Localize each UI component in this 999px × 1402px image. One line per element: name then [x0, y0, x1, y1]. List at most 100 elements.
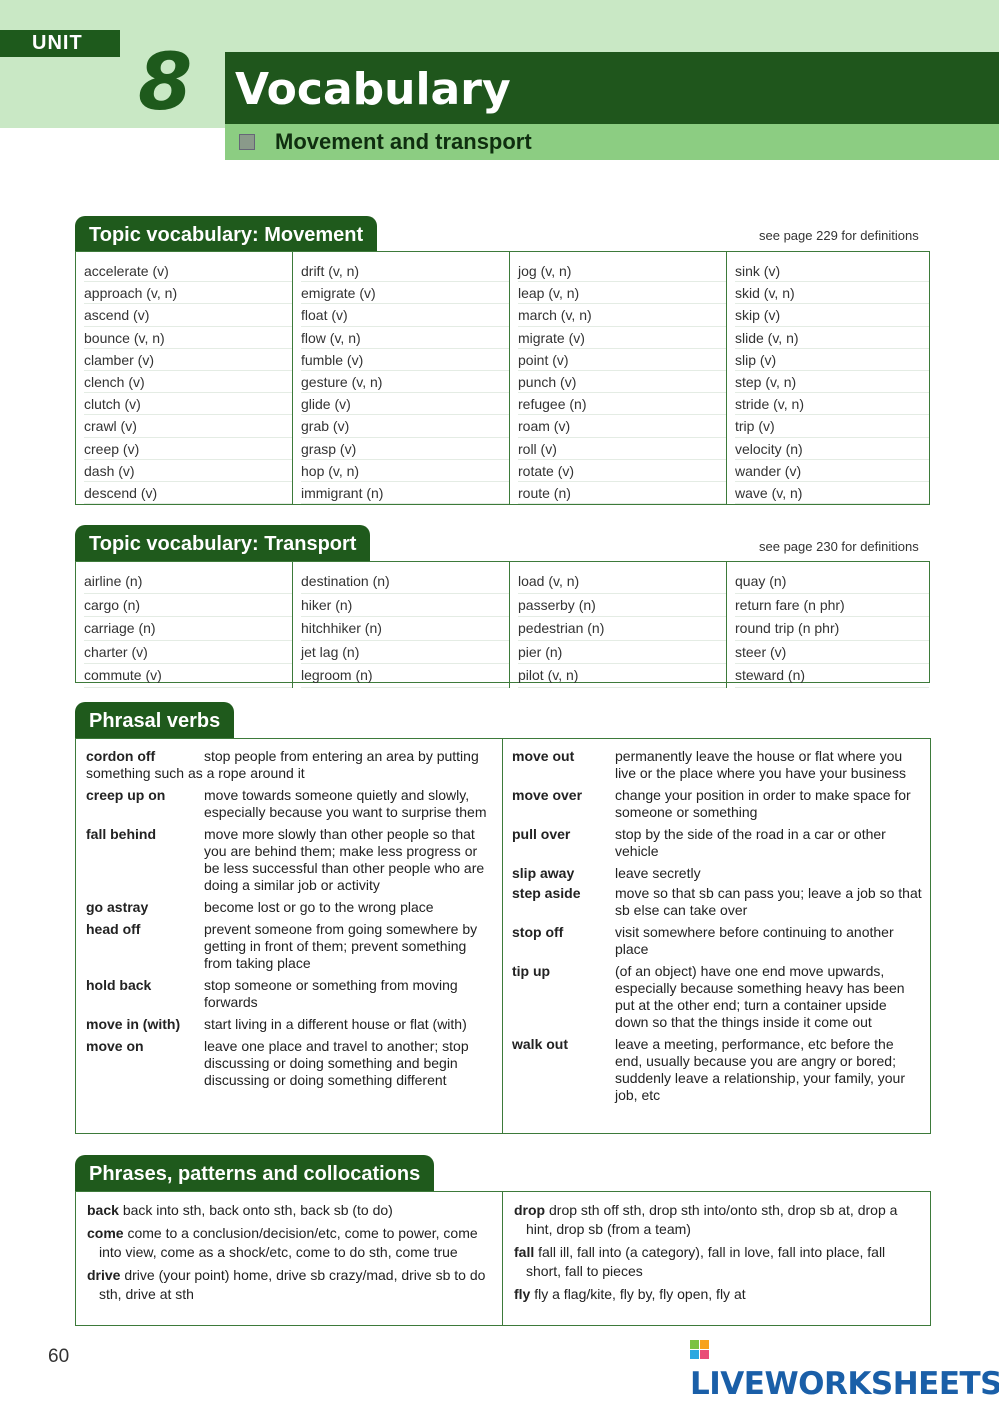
word-item: route (n) — [518, 482, 726, 505]
word-item: clench (v) — [84, 371, 292, 394]
phrasal-verb-term: head off — [86, 921, 141, 937]
word-item: slide (v, n) — [735, 327, 929, 349]
word-item: quay (n) — [735, 570, 929, 594]
word-item: hitchhiker (n) — [301, 617, 509, 641]
phrasal-verb-term: pull over — [512, 826, 571, 842]
phrasal-verb-term: tip up — [512, 963, 551, 979]
word-item: commute (v) — [84, 664, 292, 688]
word-item: creep (v) — [84, 438, 292, 460]
transport-heading: Topic vocabulary: Transport — [75, 525, 371, 561]
phrasal-verb-term: fall behind — [86, 826, 156, 842]
phrasal-verb-definition: permanently leave the house or flat wher… — [615, 748, 907, 781]
square-bullet-icon — [239, 134, 255, 150]
phrasal-verb-entry: pull over stop by the side of the road in… — [512, 826, 922, 860]
phrasal-verb-definition: move towards someone quietly and slowly,… — [204, 787, 487, 820]
word-item: grasp (v) — [301, 438, 509, 460]
word-item: destination (n) — [301, 570, 509, 594]
word-item: stride (v, n) — [735, 393, 929, 416]
phrasal-verb-term: step aside — [512, 885, 581, 901]
collocation-text: back into sth, back onto sth, back sb (t… — [122, 1202, 393, 1218]
word-item: pilot (v, n) — [518, 664, 726, 688]
phrasal-verb-definition: leave a meeting, performance, etc before… — [615, 1036, 906, 1103]
word-item: cargo (n) — [84, 594, 292, 617]
word-item: skip (v) — [735, 304, 929, 327]
phrasal-verb-term: stop off — [512, 924, 564, 940]
word-item: airline (n) — [84, 570, 292, 594]
phrasal-verb-entry: tip up (of an object) have one end move u… — [512, 963, 922, 1031]
phrasal-verb-definition: start living in a different house or fla… — [204, 1016, 467, 1032]
word-column: airline (n) cargo (n) carriage (n) charter … — [76, 562, 293, 688]
phrasal-verb-entry: creep up on move towards someone quietly … — [86, 787, 496, 821]
phrasal-verb-entry: cordon off stop people from entering an a… — [86, 748, 496, 782]
word-column: destination (n) hiker (n) hitchhiker (n) je… — [293, 562, 510, 688]
word-item: hop (v, n) — [301, 460, 509, 482]
word-column: quay (n) return fare (n phr) round trip (n… — [727, 562, 929, 688]
phrasal-verb-term: slip away — [512, 865, 575, 881]
collocation-text: fly a flag/kite, fly by, fly open, fly a… — [534, 1286, 746, 1302]
word-item: point (v) — [518, 349, 726, 371]
word-column: drift (v, n) emigrate (v) float (v) flow (v… — [293, 252, 510, 505]
phrasal-verb-term: move out — [512, 748, 575, 764]
word-item: pier (n) — [518, 641, 726, 664]
collocation-entry: back back into sth, back onto sth, back … — [87, 1201, 494, 1220]
phrasal-verb-entry: walk out leave a meeting, performance, et… — [512, 1036, 922, 1104]
word-item: jog (v, n) — [518, 260, 726, 283]
word-item: velocity (n) — [735, 438, 929, 460]
phrasal-verb-entry: move on leave one place and travel to ano… — [86, 1038, 496, 1089]
phrasal-verb-definition: stop someone or something from moving fo… — [204, 977, 458, 1010]
word-item: round trip (n phr) — [735, 617, 929, 641]
word-item: flow (v, n) — [301, 327, 509, 349]
transport-table: airline (n) cargo (n) carriage (n) charter … — [75, 561, 930, 688]
phrasal-verb-term: cordon off — [86, 748, 156, 764]
phrasal-verb-definition: leave secretly — [615, 865, 701, 881]
collocation-entry: come come to a conclusion/decision/etc, … — [87, 1224, 494, 1262]
liveworksheets-logo[interactable]: LIVEWORKSHEETS — [690, 1330, 999, 1402]
phrasal-verb-entry: fall behind move more slowly than other p… — [86, 826, 496, 894]
word-item: wander (v) — [735, 460, 929, 482]
phrasal-verb-definition: stop by the side of the road in a car or… — [615, 826, 886, 859]
collocation-text: drop sth off sth, drop sth into/onto sth… — [526, 1202, 898, 1237]
phrasal-verb-definition: change your position in order to make sp… — [615, 787, 911, 820]
phrases-heading: Phrases, patterns and collocations — [75, 1155, 435, 1191]
word-item: return fare (n phr) — [735, 594, 929, 617]
word-item: roll (v) — [518, 438, 726, 460]
logo-text: LIVEWORKSHEETS — [690, 1366, 999, 1402]
collocation-entry: fly fly a flag/kite, fly by, fly open, f… — [514, 1285, 922, 1304]
phrasal-verb-term: move in (with) — [86, 1016, 181, 1032]
phrasal-verb-entry: stop off visit somewhere before continuin… — [512, 924, 922, 958]
transport-note: see page 230 for definitions — [759, 539, 919, 554]
word-item: refugee (n) — [518, 393, 726, 416]
word-item: clutch (v) — [84, 393, 292, 416]
phrasal-verb-entry: move over change your position in order t… — [512, 787, 922, 821]
word-item: grab (v) — [301, 415, 509, 438]
word-item: pedestrian (n) — [518, 617, 726, 641]
movement-heading: Topic vocabulary: Movement — [75, 216, 378, 252]
word-item: leap (v, n) — [518, 282, 726, 305]
collocation-keyword: fall — [514, 1244, 535, 1260]
phrasal-heading: Phrasal verbs — [75, 702, 235, 738]
word-column: accelerate (v) approach (v, n) ascend (v) b… — [76, 252, 293, 505]
movement-note: see page 229 for definitions — [759, 228, 919, 243]
word-item: steer (v) — [735, 641, 929, 664]
word-item: trip (v) — [735, 415, 929, 438]
collocation-keyword: back — [87, 1202, 119, 1218]
phrasal-verb-definition: prevent someone from going somewhere by … — [204, 921, 478, 971]
word-item: step (v, n) — [735, 371, 929, 394]
word-item: dash (v) — [84, 460, 292, 482]
word-item: gesture (v, n) — [301, 371, 509, 394]
word-item: ascend (v) — [84, 304, 292, 327]
word-item: accelerate (v) — [84, 260, 292, 283]
word-item: roam (v) — [518, 415, 726, 438]
phrasal-table: cordon off stop people from entering an a… — [75, 738, 931, 1134]
word-item: descend (v) — [84, 482, 292, 505]
phrasal-verb-term: creep up on — [86, 787, 166, 803]
word-item: punch (v) — [518, 371, 726, 394]
logo-icon — [690, 1340, 709, 1359]
word-item: drift (v, n) — [301, 260, 509, 283]
phrasal-verb-definition: leave one place and travel to another; s… — [204, 1038, 469, 1088]
phrasal-verb-definition: move so that sb can pass you; leave a jo… — [615, 885, 922, 918]
collocation-keyword: fly — [514, 1286, 531, 1302]
word-item: slip (v) — [735, 349, 929, 371]
page-number: 60 — [48, 1346, 70, 1367]
unit-number: 8 — [138, 38, 193, 128]
